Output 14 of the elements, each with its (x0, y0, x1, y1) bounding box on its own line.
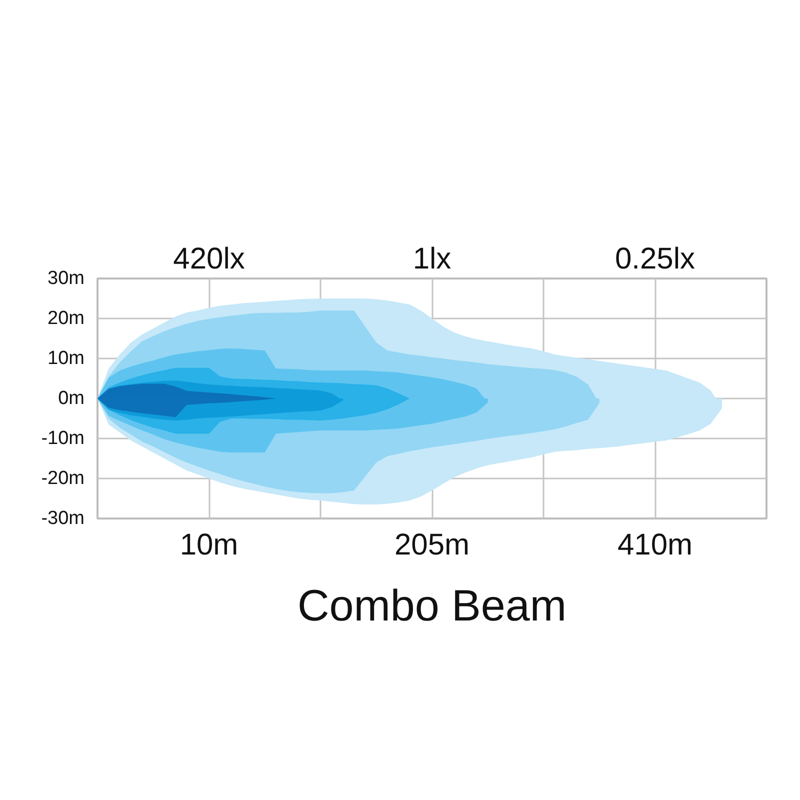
y-tick-label: -20m (41, 468, 85, 489)
y-tick-label: -30m (41, 508, 85, 529)
y-tick-label: 0m (58, 388, 85, 409)
y-tick-label: 30m (48, 268, 85, 289)
text: 420lx (173, 242, 245, 276)
text: Combo Beam (297, 582, 567, 630)
x-tick-label: 10m (180, 528, 238, 562)
x-tick-label: 205m (394, 528, 470, 562)
y-tick-label: 10m (48, 348, 85, 369)
text: 0.25lx (614, 242, 696, 276)
text: 1lx (412, 242, 452, 276)
x-tick-label: 410m (617, 528, 693, 562)
y-tick-label: -10m (41, 428, 85, 449)
y-tick-label: 20m (48, 308, 85, 329)
